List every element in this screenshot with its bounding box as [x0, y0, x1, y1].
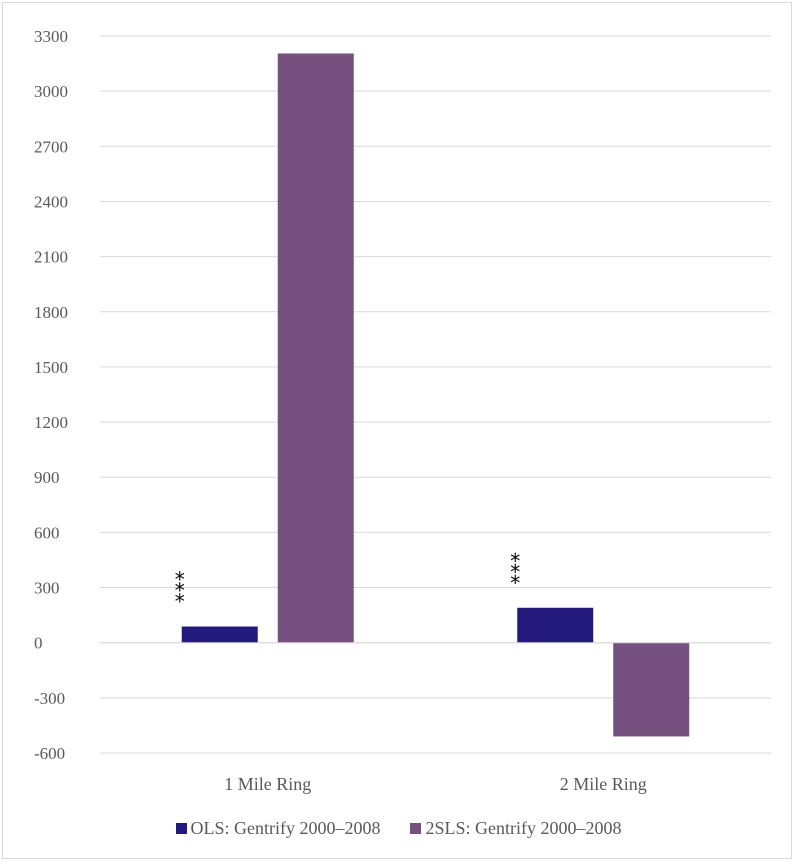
y-tick-label: 600	[34, 523, 60, 542]
y-tick-label: 0	[34, 634, 43, 653]
x-category-label: 2 Mile Ring	[560, 774, 647, 794]
significance-annotations: ******	[175, 549, 521, 614]
significance-star: *	[510, 549, 520, 573]
y-tick-label: 2100	[34, 248, 68, 267]
legend-item-ols: OLS: Gentrify 2000–2008	[175, 818, 381, 839]
legend-item-2sls: 2SLS: Gentrify 2000–2008	[410, 818, 621, 839]
y-tick-label: 3300	[34, 27, 68, 46]
significance-star: *	[175, 568, 185, 592]
bar-2sls-2	[613, 642, 690, 737]
legend-swatch-ols	[175, 823, 187, 834]
x-category-label: 1 Mile Ring	[224, 774, 311, 794]
y-tick-label: -300	[34, 689, 65, 708]
legend-label-2sls: 2SLS: Gentrify 2000–2008	[425, 818, 622, 838]
legend-swatch-2sls	[410, 823, 422, 834]
y-tick-label: 300	[34, 579, 60, 598]
y-tick-label: -600	[34, 744, 65, 763]
significance-star: *	[175, 579, 185, 603]
y-tick-label: 2700	[34, 137, 68, 156]
y-tick-label: 1800	[34, 303, 68, 322]
bar-chart: -600 -300 0 300 600 900 1200 1500 1800 2100 2400 27…	[34, 27, 771, 794]
y-tick-label: 1200	[34, 413, 68, 432]
gridlines	[100, 35, 771, 754]
y-tick-label: 900	[34, 468, 60, 487]
bar-2sls-1	[277, 53, 354, 643]
bars	[181, 53, 690, 737]
x-axis-categories: 1 Mile Ring 2 Mile Ring	[224, 774, 647, 794]
legend: OLS: Gentrify 2000–2008 2SLS: Gentrify 2…	[0, 818, 797, 839]
significance-star: *	[175, 590, 185, 614]
y-tick-label: 2400	[34, 192, 68, 211]
legend-label-ols: OLS: Gentrify 2000–2008	[190, 818, 381, 838]
y-tick-label: 3000	[34, 82, 68, 101]
bar-ols-2	[517, 607, 594, 643]
y-tick-label: 1500	[34, 358, 68, 377]
significance-star: *	[510, 571, 520, 595]
significance-star: *	[510, 560, 520, 584]
y-axis-ticks: -600 -300 0 300 600 900 1200 1500 1800 2100 2400 27…	[34, 27, 68, 763]
bar-ols-1	[181, 626, 258, 643]
